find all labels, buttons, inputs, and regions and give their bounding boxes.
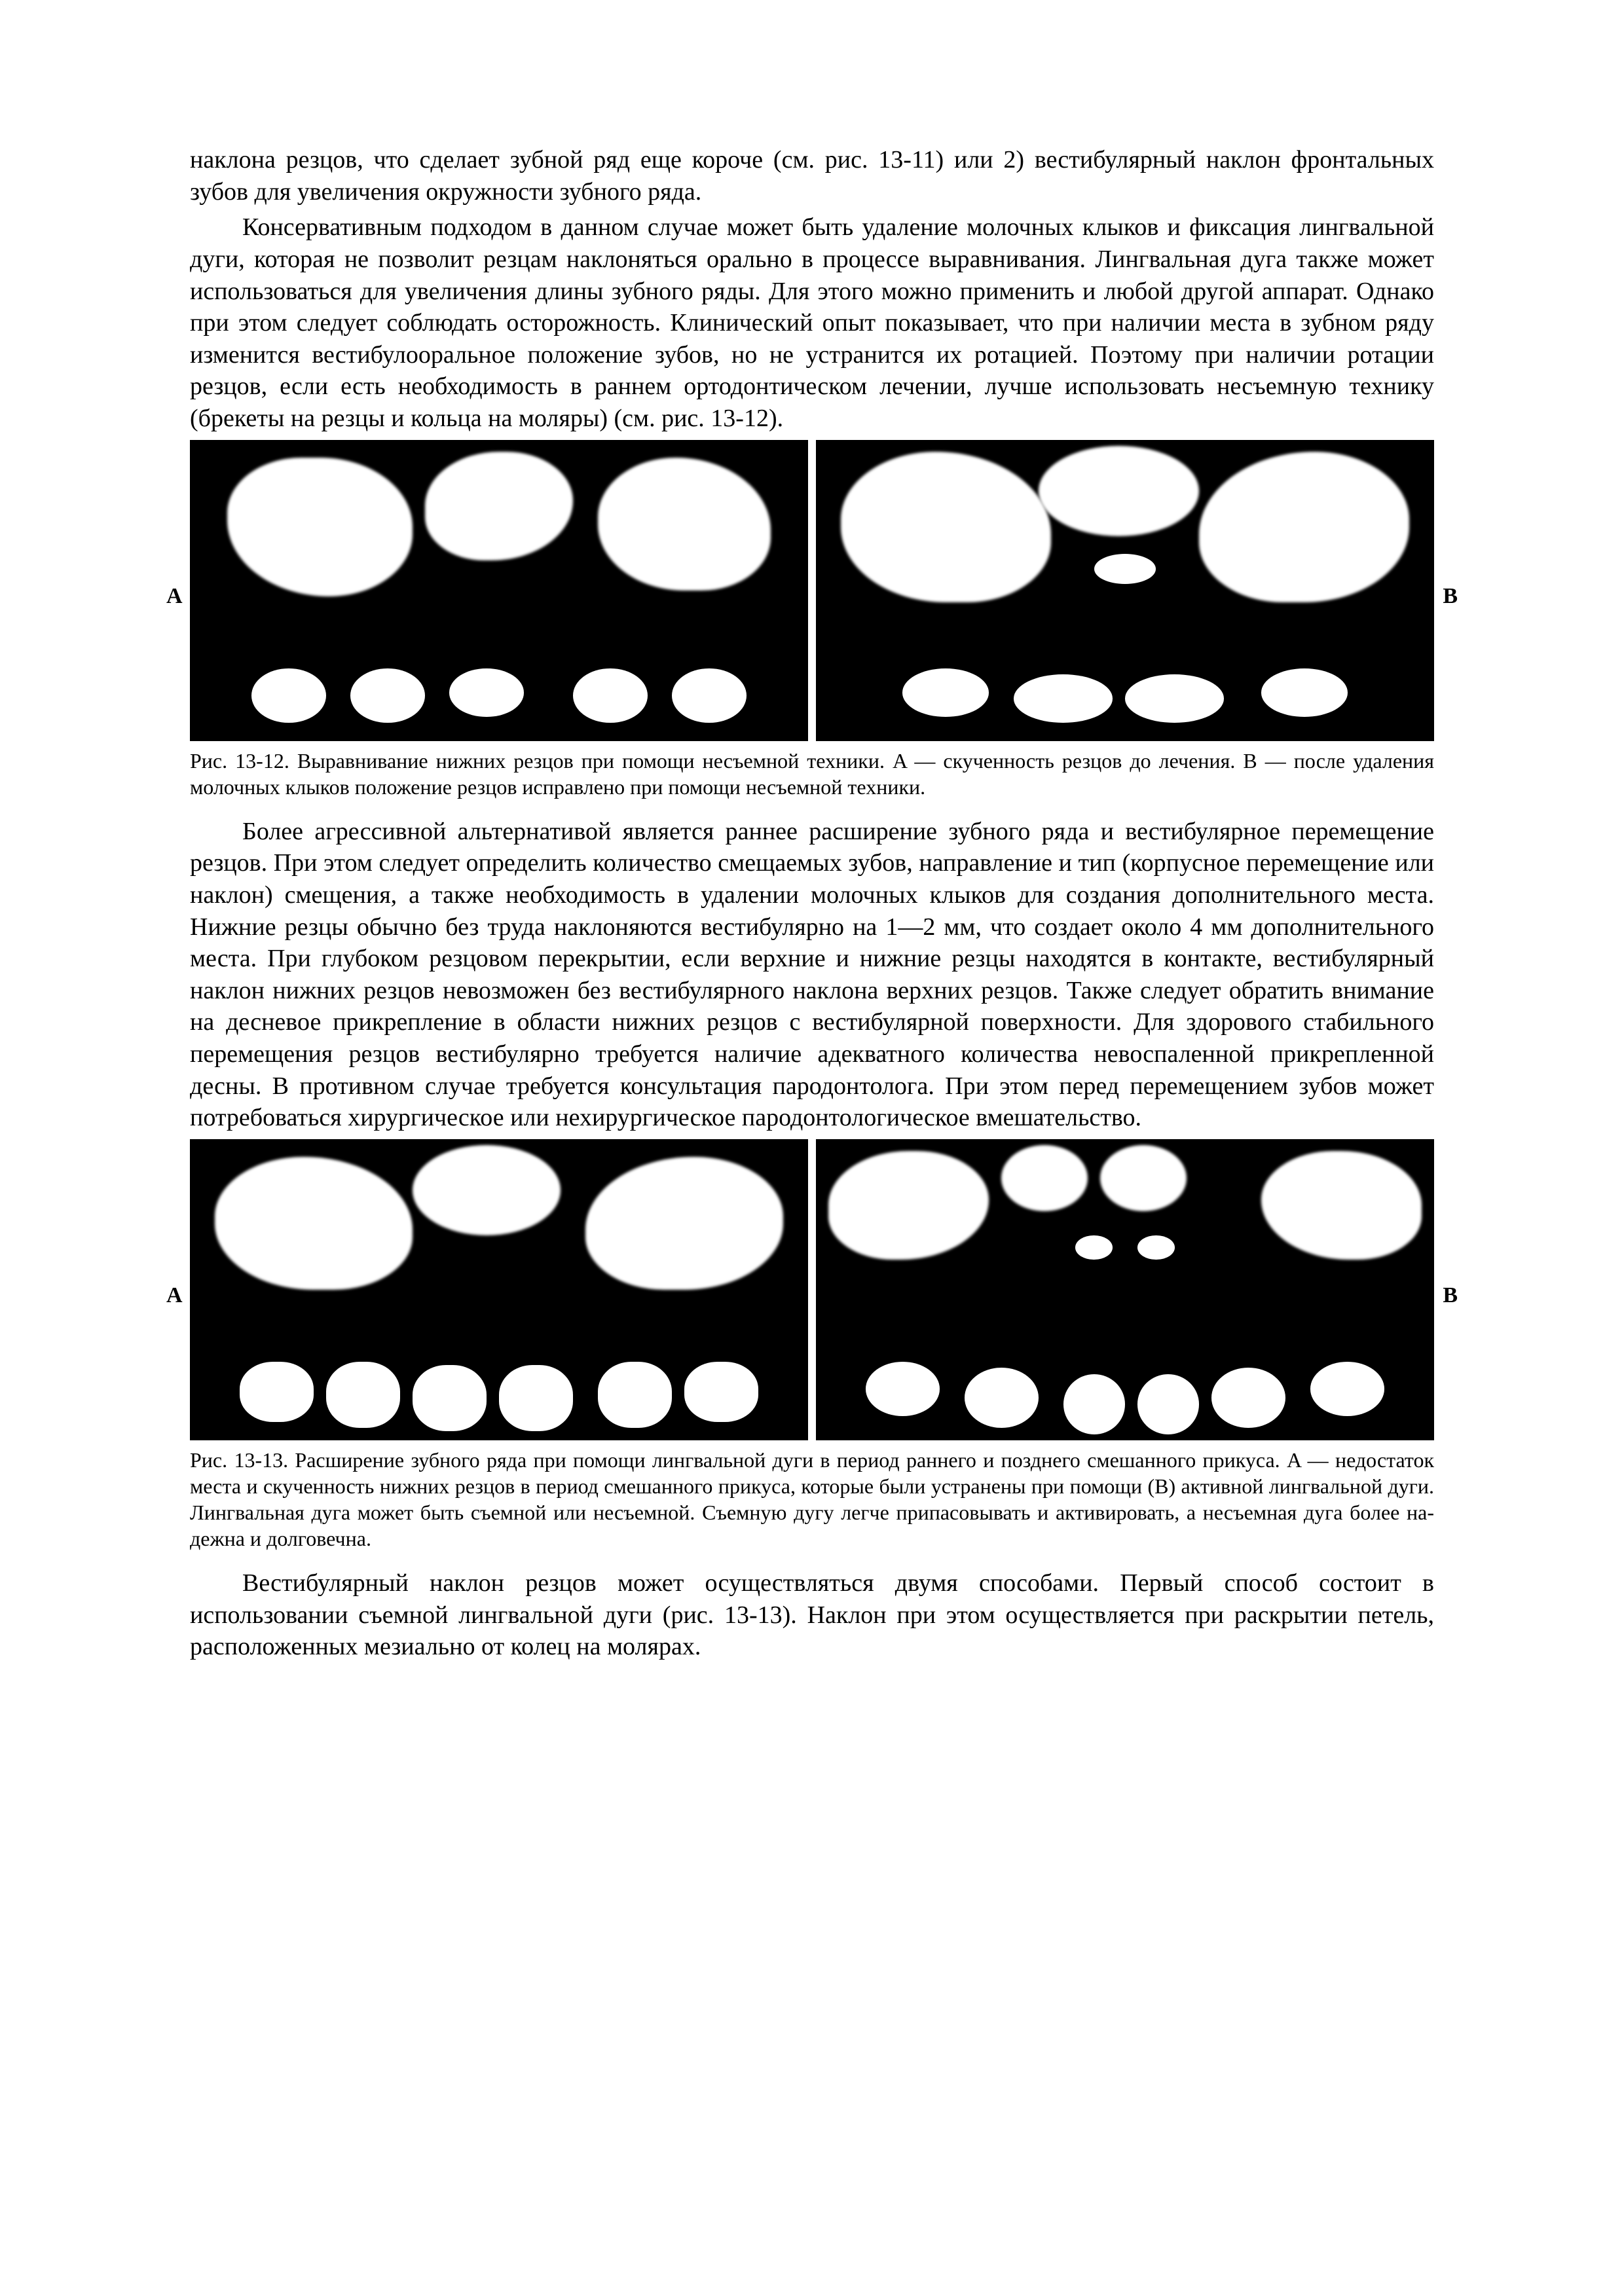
figure-13-12-row: A [190, 440, 1434, 741]
figure-13-13-panel-a [190, 1139, 808, 1440]
xray-image-a [190, 440, 808, 741]
figure-13-12-panel-a [190, 440, 808, 741]
figure-13-13-label-a: A [166, 1283, 183, 1308]
page: наклона резцов, что сделает зубной ряд е… [0, 0, 1624, 2296]
figure-13-12: A [190, 440, 1434, 800]
figure-13-12-panel-b [816, 440, 1434, 741]
paragraph-4: Вестибулярный наклон резцов может осущес… [190, 1567, 1434, 1663]
figure-13-12-label-b: B [1443, 584, 1458, 609]
figure-13-12-caption: Рис. 13-12. Выравнивание нижних резцов п… [190, 748, 1434, 800]
figure-13-13-panel-b [816, 1139, 1434, 1440]
figure-13-13-caption: Рис. 13-13. Расширение зубного ряда при … [190, 1447, 1434, 1552]
figure-13-13-row: A [190, 1139, 1434, 1440]
xray-image-2b [816, 1139, 1434, 1440]
xray-image-2a [190, 1139, 808, 1440]
xray-image-b [816, 440, 1434, 741]
figure-13-12-label-a: A [166, 584, 183, 609]
figure-13-13: A [190, 1139, 1434, 1552]
paragraph-3: Более агрессивной альтернативой является… [190, 816, 1434, 1134]
paragraph-2: Консервативным подходом в данном случае … [190, 211, 1434, 434]
paragraph-1: наклона резцов, что сделает зубной ряд е… [190, 144, 1434, 208]
figure-13-13-label-b: B [1443, 1283, 1458, 1308]
